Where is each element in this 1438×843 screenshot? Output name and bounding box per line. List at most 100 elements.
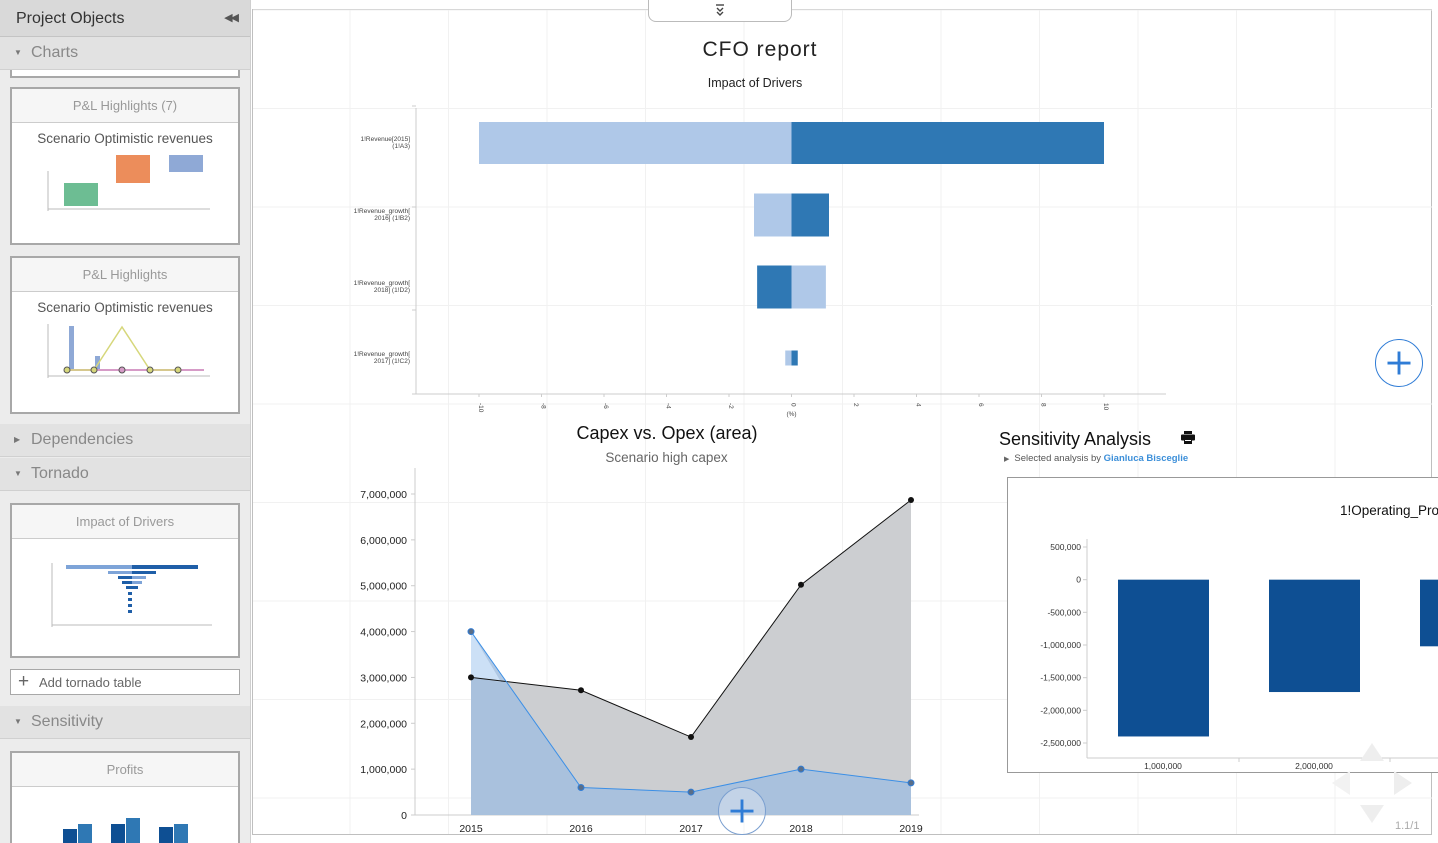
card-title: Profits xyxy=(12,753,238,787)
capex-opex-area-chart: 0 1,000,000 2,000,000 3,000,000 4,000,000 5,0… xyxy=(360,468,923,835)
tick-label: 2 xyxy=(852,403,859,407)
selected-analysis-line: ▶ Selected analysis by Gianluca Bisceglie xyxy=(1004,453,1188,464)
add-chart-button-right[interactable] xyxy=(1375,339,1423,387)
x-tick-label: 2015 xyxy=(459,823,483,835)
tick-label: -4 xyxy=(665,403,672,409)
sensitivity-title: Sensitivity Analysis xyxy=(999,429,1152,449)
y-tick-label: 0 xyxy=(401,810,407,822)
y-tick-label: -1,500,000 xyxy=(1040,673,1081,683)
tick-label: -10 xyxy=(477,403,484,413)
category-label: 1!Revenue_growth[ xyxy=(354,280,411,287)
y-tick-label: 500,000 xyxy=(1050,542,1081,552)
selected-analysis-prefix: Selected analysis by xyxy=(1014,453,1101,464)
section-label: Charts xyxy=(31,44,79,61)
nav-arrows-icon[interactable] xyxy=(1330,741,1414,825)
category-label: 2018] (1!D2) xyxy=(374,287,410,294)
category-label: 2017] (1!C2) xyxy=(374,358,410,365)
section-sensitivity[interactable]: ▼ Sensitivity xyxy=(0,706,250,739)
category-label: (1!A3) xyxy=(392,143,410,150)
expand-triangle-icon: ▼ xyxy=(14,48,22,57)
author-link[interactable]: Gianluca Bisceglie xyxy=(1103,453,1189,464)
report-title: CFO report xyxy=(702,38,818,61)
tornado-bar xyxy=(791,122,1104,164)
tick-label: -6 xyxy=(602,403,609,409)
collapse-triangle-icon: ▶ xyxy=(14,435,21,444)
opex-point xyxy=(797,765,805,773)
x-tick-label: 1,000,000 xyxy=(1144,761,1182,771)
section-tornado[interactable]: ▼ Tornado xyxy=(0,458,250,491)
sensitivity-card-profits[interactable]: Profits xyxy=(10,751,240,843)
capex-point xyxy=(798,581,804,588)
add-tornado-label: Add tornado table xyxy=(39,675,142,690)
project-objects-sidebar: Project Objects ◀◀ ▼ Charts P&L Highligh… xyxy=(0,0,251,843)
profits-thumbnail xyxy=(63,818,188,843)
y-tick-label: 0 xyxy=(1076,575,1081,585)
sensitivity-chart: 1!Operating_Pro 500,000 0 -500,000 -1,000,00… xyxy=(1040,503,1438,771)
card-subtitle: Scenario Optimistic revenues xyxy=(37,131,213,146)
y-tick-label: 1,000,000 xyxy=(360,764,407,776)
sensitivity-bar xyxy=(1420,579,1438,647)
y-tick-label: -2,000,000 xyxy=(1040,705,1081,715)
opex-point xyxy=(577,783,585,791)
y-tick-label: -500,000 xyxy=(1047,607,1081,617)
printer-icon[interactable] xyxy=(1181,431,1195,444)
section-label: Sensitivity xyxy=(31,713,104,730)
chart-card-pl-highlights[interactable]: P&L Highlights Scenario Optimistic reven… xyxy=(10,256,240,414)
tornado-card-impact-of-drivers[interactable]: Impact of Drivers xyxy=(10,503,240,658)
add-tornado-table-button[interactable]: + Add tornado table xyxy=(10,669,240,695)
card-partial xyxy=(10,70,240,78)
triangle-icon: ▶ xyxy=(1004,456,1010,463)
capex-point xyxy=(468,674,474,681)
tick-label: 0 xyxy=(790,403,797,407)
y-tick-label: 2,000,000 xyxy=(360,718,407,730)
section-label: Tornado xyxy=(31,465,89,482)
double-chevron-left-icon[interactable]: ◀◀ xyxy=(224,12,239,24)
opex-point xyxy=(907,779,915,787)
page-indicator: 1.1/1 xyxy=(1395,820,1420,832)
section-label: Dependencies xyxy=(31,431,134,448)
sensitivity-bar xyxy=(1269,579,1360,693)
opex-point xyxy=(687,788,695,796)
y-tick-label: 5,000,000 xyxy=(360,581,407,593)
y-tick-label: 4,000,000 xyxy=(360,627,407,639)
tick-label: 10 xyxy=(1102,403,1109,411)
sidebar-title: Project Objects xyxy=(16,10,125,27)
y-tick-label: 3,000,000 xyxy=(360,672,407,684)
tornado-chart: 1!Revenue[2015](1!A3)1!Revenue_growth[20… xyxy=(354,105,1166,418)
capex-point xyxy=(908,496,914,503)
tornado-bar xyxy=(791,265,826,309)
y-tick-label: -2,500,000 xyxy=(1040,738,1081,748)
capex-point xyxy=(578,687,584,694)
add-chart-button-bottom[interactable] xyxy=(718,787,766,835)
capex-chart-title: Capex vs. Opex (area) xyxy=(576,423,758,443)
x-tick-label: 2,000,000 xyxy=(1295,761,1333,771)
opex-overlap xyxy=(471,631,501,683)
double-chevron-down-icon[interactable] xyxy=(648,0,792,22)
card-title: P&L Highlights (7) xyxy=(12,89,238,123)
category-label: 1!Revenue_growth[ xyxy=(354,351,411,358)
y-tick-label: -1,000,000 xyxy=(1040,640,1081,650)
card-title: P&L Highlights xyxy=(12,258,238,292)
chart-card-pl-highlights-7[interactable]: P&L Highlights (7) Scenario Optimistic r… xyxy=(10,87,240,245)
plus-icon xyxy=(730,799,754,823)
sensitivity-chart-box: 1!Operating_Pro 500,000 0 -500,000 -1,000,00… xyxy=(1007,477,1438,773)
tornado-bar xyxy=(479,122,792,164)
tick-label: -8 xyxy=(540,403,547,409)
plus-icon xyxy=(1387,351,1411,375)
category-label: 1!Revenue[2015] xyxy=(360,136,410,143)
tornado-subtitle: Impact of Drivers xyxy=(707,76,803,90)
tick-label: 6 xyxy=(977,403,984,407)
tornado-bar xyxy=(791,193,829,237)
expand-triangle-icon: ▼ xyxy=(14,717,22,726)
tornado-bar xyxy=(791,350,798,366)
section-dependencies[interactable]: ▶ Dependencies xyxy=(0,424,250,457)
tick-label: 8 xyxy=(1040,403,1047,407)
x-tick-label: 2017 xyxy=(679,823,703,835)
x-tick-label: 2016 xyxy=(569,823,593,835)
capex-point xyxy=(688,734,694,741)
tornado-thumbnail xyxy=(51,563,212,627)
y-tick-label: 7,000,000 xyxy=(360,489,407,501)
section-charts[interactable]: ▼ Charts xyxy=(0,37,250,70)
x-axis-label: (%) xyxy=(786,411,796,418)
